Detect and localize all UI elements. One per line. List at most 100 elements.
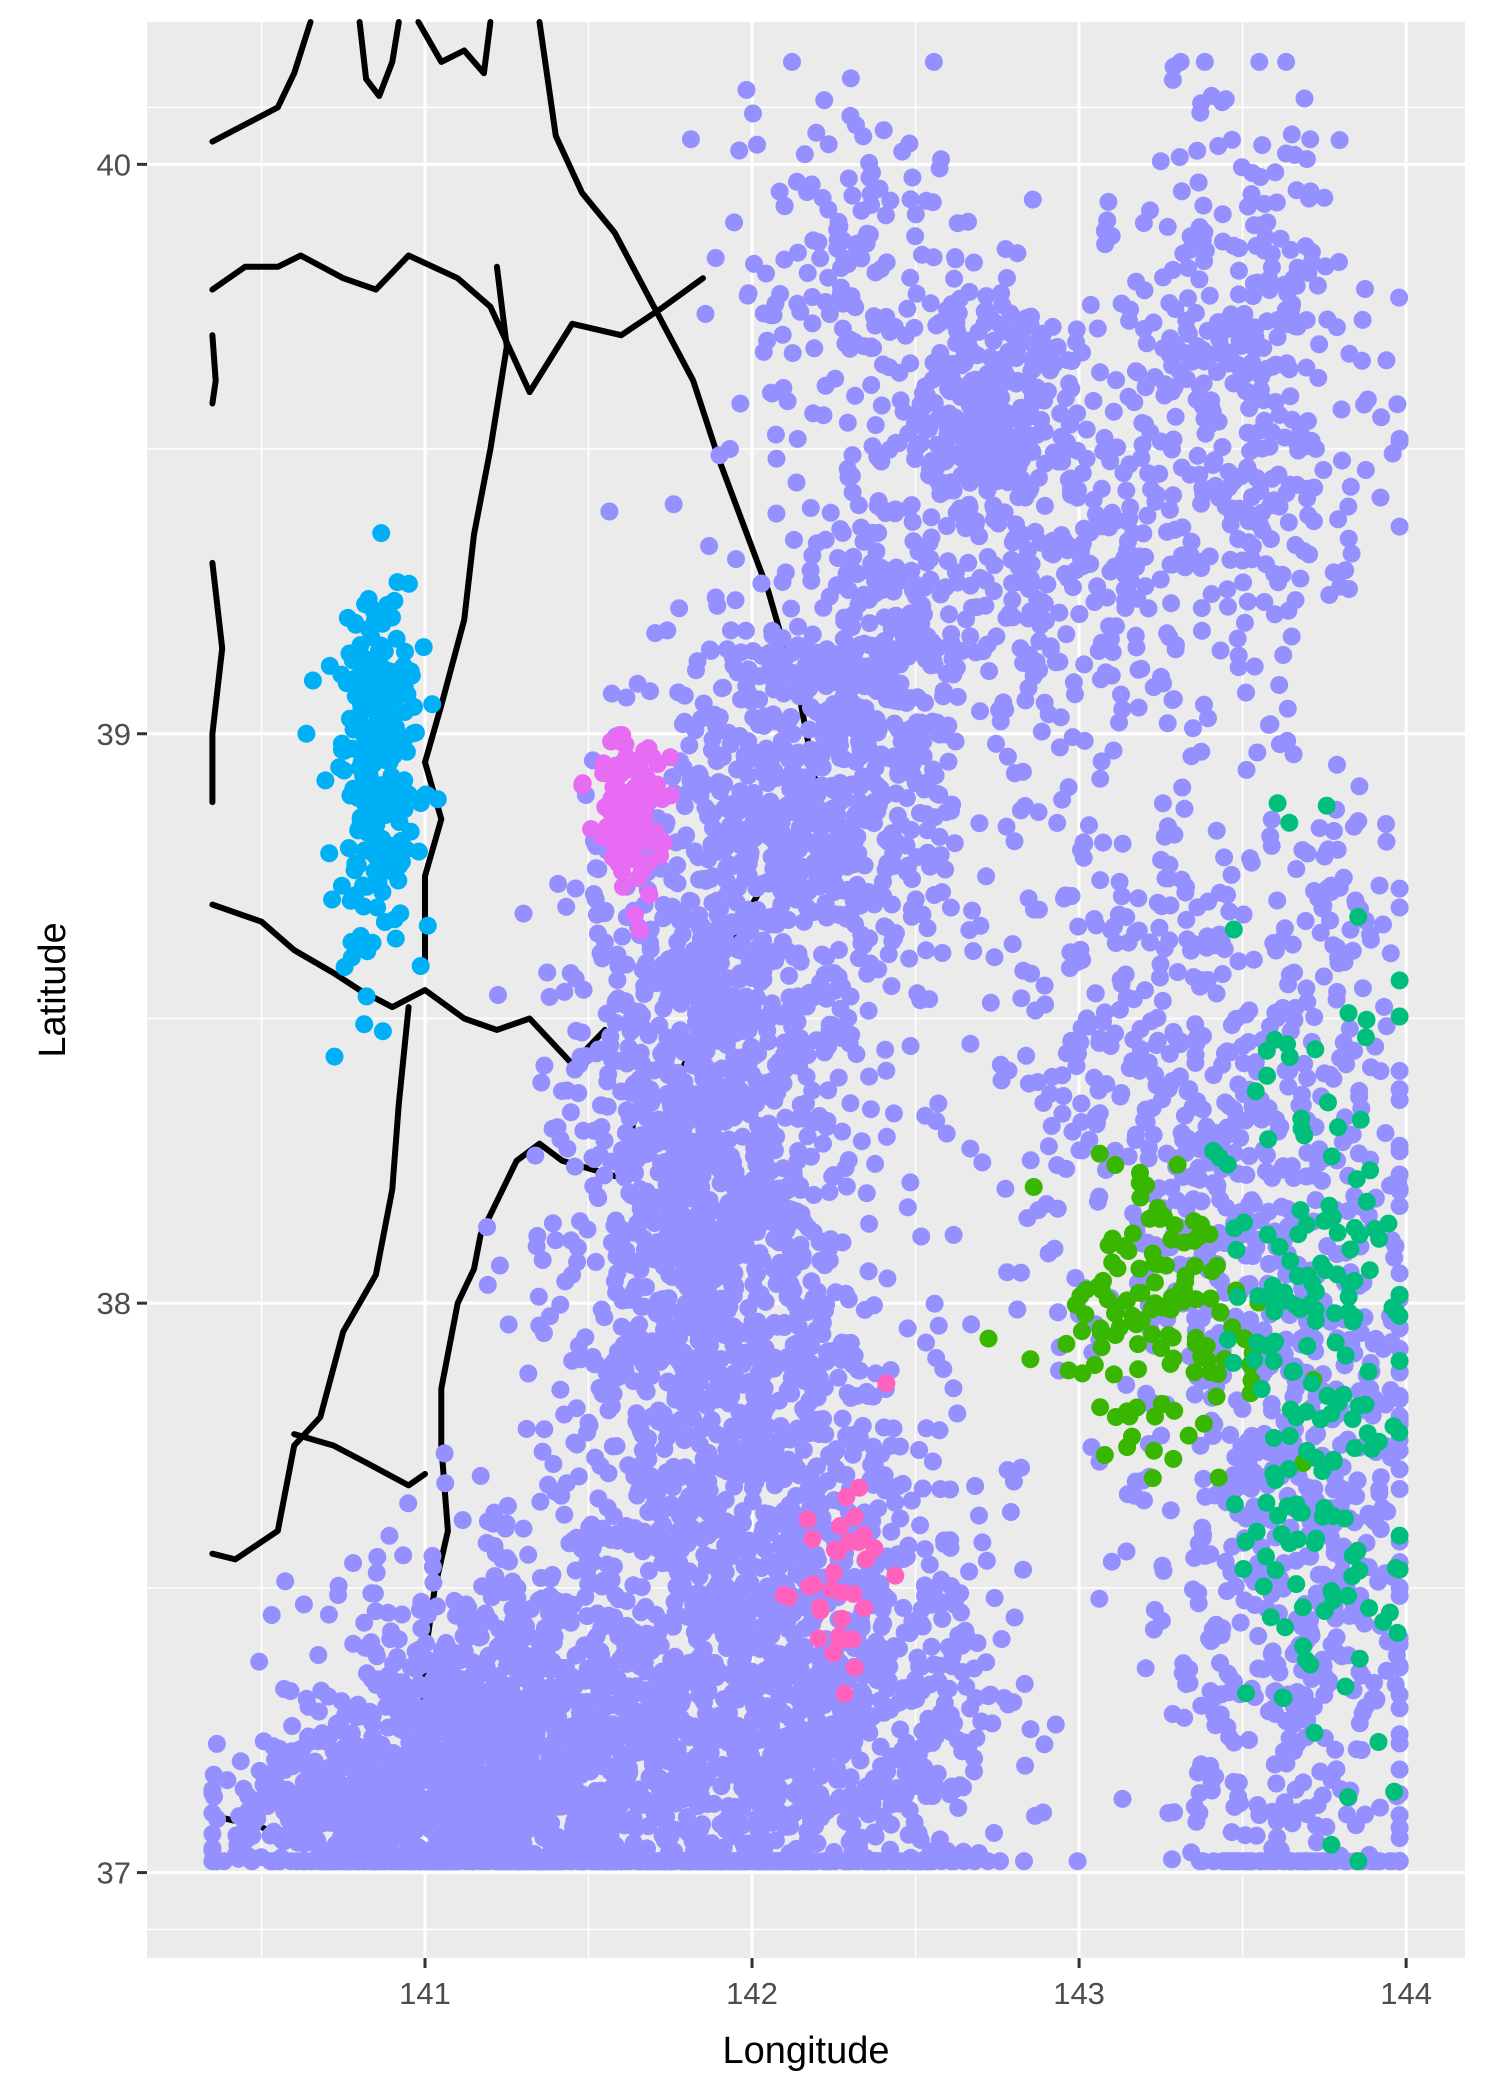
data-point <box>917 805 935 824</box>
data-point <box>587 1817 606 1836</box>
data-point <box>539 1475 558 1494</box>
data-point <box>432 1753 450 1772</box>
data-point <box>414 1729 432 1748</box>
data-point <box>861 1100 880 1119</box>
data-point <box>855 1788 874 1807</box>
data-point <box>563 1668 582 1687</box>
data-point <box>635 977 654 995</box>
data-point <box>675 912 694 930</box>
data-point <box>825 1167 844 1186</box>
data-point <box>609 1590 628 1609</box>
data-point <box>765 1091 784 1110</box>
data-point <box>666 1385 685 1404</box>
data-point <box>588 1604 607 1623</box>
data-point <box>685 1159 704 1178</box>
data-point <box>801 499 820 517</box>
data-point <box>589 1723 608 1742</box>
data-point <box>411 1600 429 1619</box>
data-point <box>679 1768 697 1787</box>
data-point <box>559 1605 578 1624</box>
data-point <box>468 1740 487 1758</box>
data-point <box>831 1770 850 1789</box>
data-point <box>436 1474 455 1493</box>
data-point <box>519 1364 538 1383</box>
data-point <box>721 1665 740 1684</box>
data-point <box>687 1719 706 1738</box>
data-point <box>686 721 705 740</box>
data-point <box>877 1127 896 1146</box>
data-point <box>534 1324 553 1343</box>
data-point <box>882 1815 901 1834</box>
data-point <box>973 1533 992 1552</box>
data-point <box>738 900 757 919</box>
data-point <box>714 678 733 697</box>
data-point <box>657 1463 676 1482</box>
data-point <box>752 1148 771 1167</box>
data-point <box>663 1199 682 1218</box>
data-point <box>686 1375 705 1393</box>
data-point <box>535 1420 554 1439</box>
data-point <box>937 1124 956 1143</box>
data-point <box>749 1821 768 1839</box>
data-point <box>931 1480 950 1499</box>
data-point <box>352 1745 371 1764</box>
data-point <box>664 1334 683 1353</box>
data-point <box>797 1725 816 1744</box>
data-point <box>707 1088 726 1107</box>
data-point <box>910 1441 929 1459</box>
data-point <box>299 1760 318 1779</box>
data-point <box>637 1662 656 1681</box>
data-point <box>705 921 724 940</box>
data-point <box>664 1147 683 1165</box>
data-point <box>266 1777 285 1796</box>
data-point <box>275 1826 294 1845</box>
data-point <box>739 766 758 785</box>
data-point <box>839 1151 858 1170</box>
data-point <box>780 966 798 985</box>
data-point <box>283 1717 302 1735</box>
data-point <box>859 1001 878 1020</box>
data-point <box>596 901 615 920</box>
data-point <box>490 1256 509 1275</box>
data-point <box>625 1002 644 1021</box>
data-point <box>864 1852 882 1871</box>
data-point <box>534 1781 553 1800</box>
data-point <box>531 1569 550 1587</box>
data-point <box>747 1384 766 1403</box>
data-point <box>667 1678 686 1697</box>
data-point <box>647 1304 666 1323</box>
data-point <box>533 1589 552 1608</box>
data-point <box>599 1401 618 1420</box>
data-point <box>337 1742 356 1761</box>
data-point <box>719 1130 738 1149</box>
data-point <box>679 783 698 802</box>
data-point <box>487 1836 506 1855</box>
data-point <box>616 1124 635 1142</box>
data-point <box>841 1094 860 1113</box>
data-point <box>873 1600 892 1619</box>
data-point <box>309 1646 328 1664</box>
data-point <box>279 1811 298 1829</box>
data-point <box>471 1783 490 1802</box>
data-point <box>915 1540 934 1559</box>
data-point <box>660 1730 679 1749</box>
data-point <box>1015 1852 1033 1871</box>
data-point <box>764 1260 783 1279</box>
data-point <box>776 1108 795 1127</box>
data-point <box>888 1545 907 1564</box>
data-point <box>463 1613 482 1631</box>
data-point <box>877 1061 896 1080</box>
data-point <box>829 940 848 959</box>
data-point <box>299 1733 318 1752</box>
data-point <box>423 1557 442 1576</box>
data-point <box>572 1712 591 1731</box>
data-point <box>635 1197 654 1215</box>
data-point <box>459 1598 478 1617</box>
data-point <box>733 1778 752 1797</box>
data-point <box>694 1019 713 1038</box>
data-point <box>702 641 721 660</box>
data-point <box>547 1732 565 1751</box>
data-point <box>708 1233 727 1251</box>
data-point <box>852 1132 871 1151</box>
data-point <box>744 1728 762 1747</box>
